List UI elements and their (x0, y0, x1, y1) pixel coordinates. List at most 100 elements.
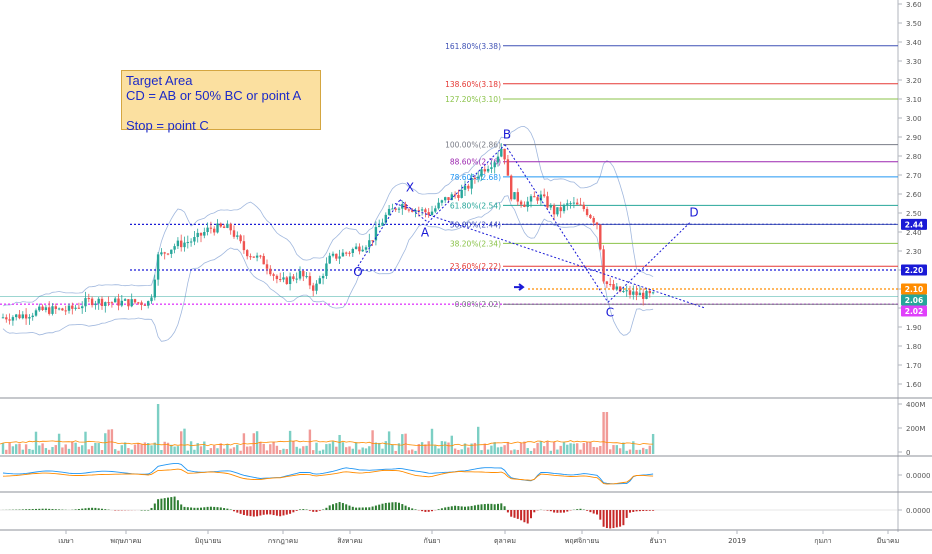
macd-bar (190, 507, 192, 510)
candle-body (78, 308, 80, 309)
volume-bar (180, 431, 182, 454)
oscillator-line-fast (3, 463, 653, 483)
macd-bar (42, 509, 44, 510)
volume-bar (507, 442, 509, 454)
macd-panel: 0.0000 (0, 497, 931, 529)
candle-body (335, 254, 337, 259)
macd-bar (556, 510, 558, 513)
volume-bar (272, 442, 274, 454)
candle-body (530, 196, 532, 201)
macd-bar (596, 510, 598, 514)
volume-bar (348, 446, 350, 454)
volume-bar (121, 445, 123, 454)
macd-bar (619, 510, 621, 527)
volume-bar (78, 447, 80, 454)
price-tick-label: 3.50 (906, 20, 922, 28)
volume-bar (134, 445, 136, 454)
macd-bar (226, 509, 228, 510)
price-badge-label: 2.06 (905, 296, 924, 305)
volume-bar (94, 443, 96, 454)
pattern-label-O: O (353, 265, 362, 279)
target-area-note[interactable]: Target Area CD = AB or 50% BC or point A… (121, 70, 321, 130)
candle-body (107, 302, 109, 303)
volume-bar (200, 446, 202, 454)
candle-body (193, 237, 195, 241)
candle-body (137, 302, 139, 303)
volume-bar (378, 443, 380, 454)
pattern-label-D: D (689, 206, 698, 220)
candle-body (645, 291, 647, 299)
macd-bar (563, 510, 565, 513)
volume-bar (602, 412, 604, 454)
candle-body (579, 204, 581, 205)
candle-body (65, 310, 67, 311)
candle-body (263, 256, 265, 264)
volume-bar (137, 443, 139, 454)
candle-body (74, 308, 76, 309)
macd-bar (164, 498, 166, 510)
macd-bar (266, 510, 268, 514)
volume-bar (18, 444, 20, 454)
candle-body (622, 291, 624, 292)
price-badge-label: 2.02 (905, 307, 924, 316)
macd-bar (32, 509, 34, 510)
macd-bar (210, 507, 212, 510)
macd-bar (55, 509, 57, 510)
pattern-label-X: X (406, 181, 414, 195)
macd-bar (382, 504, 384, 510)
candle-body (249, 256, 251, 257)
candle-body (408, 210, 410, 211)
volume-bar (296, 447, 298, 454)
volume-bar (71, 441, 73, 454)
macd-bar (299, 509, 301, 510)
macd-bar (652, 510, 654, 511)
candle-body (388, 209, 390, 215)
volume-bar (124, 442, 126, 454)
candle-body (639, 293, 641, 296)
candle-body (556, 207, 558, 214)
volume-bar (345, 447, 347, 454)
volume-bar (447, 443, 449, 454)
candle-body (272, 274, 274, 276)
candle-body (510, 176, 512, 200)
candle-body (203, 232, 205, 236)
volume-bar (259, 442, 261, 454)
candle-body (368, 240, 370, 247)
macd-bar (415, 509, 417, 510)
volume-bar (365, 448, 367, 454)
volume-bar (444, 441, 446, 454)
macd-bar (240, 510, 242, 514)
volume-bar (362, 448, 364, 454)
macd-bar (273, 510, 275, 515)
candle-body (474, 178, 476, 179)
volume-bar (329, 444, 331, 454)
price-tick-label: 1.60 (906, 381, 922, 389)
macd-bar (349, 506, 351, 510)
volume-bar (441, 441, 443, 454)
macd-bar (160, 499, 162, 510)
macd-bar (151, 508, 153, 510)
candle-body (131, 299, 133, 306)
volume-bar (497, 447, 499, 454)
volume-bar (299, 449, 301, 454)
macd-bar (527, 510, 529, 523)
macd-bar (147, 510, 149, 511)
candle-body (457, 195, 459, 198)
candle-body (269, 269, 271, 275)
candle-body (365, 247, 367, 249)
candle-body (216, 224, 218, 233)
candle-body (157, 254, 159, 279)
candle-body (282, 277, 284, 279)
volume-bar (22, 450, 24, 454)
macd-bar (408, 507, 410, 510)
macd-bar (487, 504, 489, 510)
candle-body (183, 243, 185, 248)
macd-bar (174, 497, 176, 510)
volume-bar (342, 442, 344, 454)
candle-body (299, 271, 301, 279)
fib-level-label: 61.80%(2.54) (450, 201, 501, 210)
volume-bar (411, 449, 413, 454)
macd-bar (553, 510, 555, 512)
candle-body (25, 314, 27, 318)
